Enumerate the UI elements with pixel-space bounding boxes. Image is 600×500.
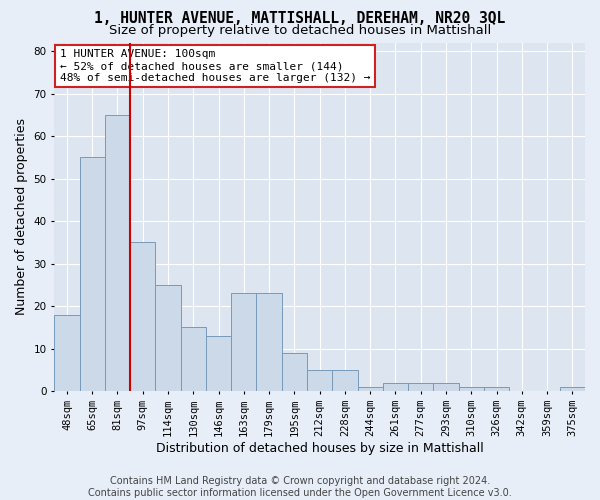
Text: 1 HUNTER AVENUE: 100sqm
← 52% of detached houses are smaller (144)
48% of semi-d: 1 HUNTER AVENUE: 100sqm ← 52% of detache…: [59, 50, 370, 82]
Y-axis label: Number of detached properties: Number of detached properties: [15, 118, 28, 316]
Bar: [55, 314, 80, 392]
Bar: [433, 383, 458, 392]
Bar: [130, 242, 155, 392]
Bar: [408, 383, 433, 392]
Bar: [256, 294, 282, 392]
Bar: [307, 370, 332, 392]
Text: 1, HUNTER AVENUE, MATTISHALL, DEREHAM, NR20 3QL: 1, HUNTER AVENUE, MATTISHALL, DEREHAM, N…: [94, 11, 506, 26]
Bar: [332, 370, 358, 392]
Bar: [282, 353, 307, 392]
Bar: [206, 336, 231, 392]
Bar: [358, 387, 383, 392]
Text: Contains HM Land Registry data © Crown copyright and database right 2024.
Contai: Contains HM Land Registry data © Crown c…: [88, 476, 512, 498]
Bar: [231, 294, 256, 392]
Bar: [484, 387, 509, 392]
Text: Size of property relative to detached houses in Mattishall: Size of property relative to detached ho…: [109, 24, 491, 37]
Bar: [80, 158, 105, 392]
X-axis label: Distribution of detached houses by size in Mattishall: Distribution of detached houses by size …: [156, 442, 484, 455]
Bar: [458, 387, 484, 392]
Bar: [105, 115, 130, 392]
Bar: [383, 383, 408, 392]
Bar: [155, 285, 181, 392]
Bar: [181, 328, 206, 392]
Bar: [560, 387, 585, 392]
